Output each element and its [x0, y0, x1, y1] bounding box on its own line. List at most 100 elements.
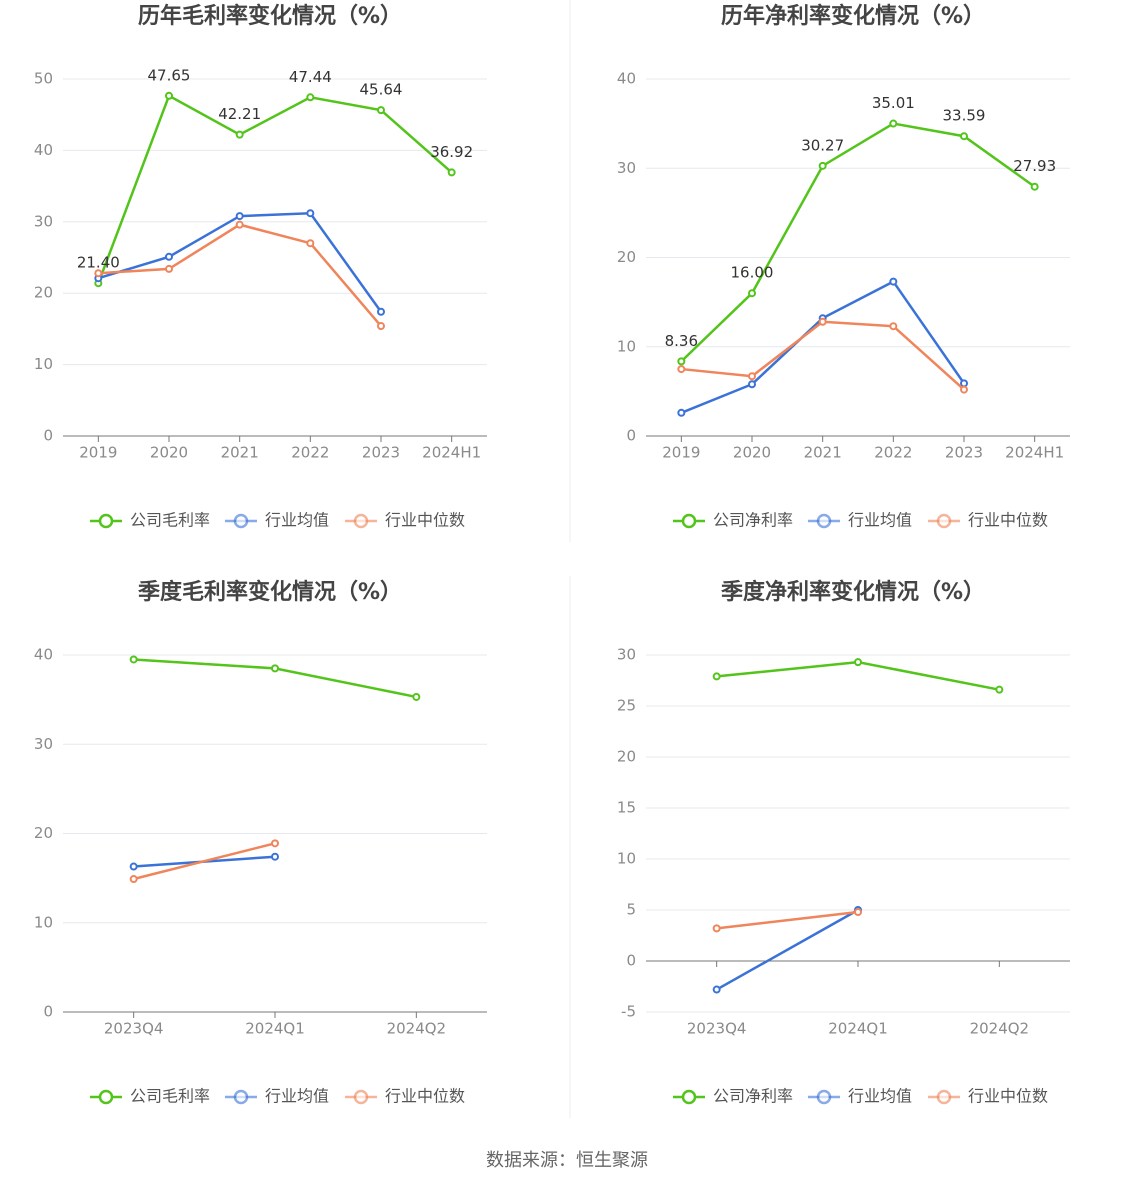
point — [165, 264, 173, 273]
point — [889, 119, 898, 128]
point — [271, 839, 279, 848]
data-label: 35.01 — [872, 94, 915, 112]
x-tick-label: 2023 — [945, 444, 983, 462]
y-tick-label: 50 — [34, 70, 53, 88]
series-line — [681, 320, 965, 391]
series-line — [680, 122, 1036, 363]
y-tick-label: 10 — [617, 337, 636, 355]
point — [854, 658, 862, 667]
x-tick-label: 2023Q4 — [687, 1020, 747, 1038]
point — [377, 307, 385, 316]
point — [235, 130, 244, 139]
data-label: 30.27 — [801, 136, 844, 154]
point — [235, 220, 244, 229]
point — [677, 365, 686, 374]
point — [748, 289, 756, 298]
series-line — [98, 223, 382, 327]
legend-marker — [353, 1089, 369, 1105]
point — [306, 239, 315, 248]
point — [818, 161, 827, 170]
x-tick-label: 2024H1 — [422, 444, 481, 462]
y-tick-label: 20 — [617, 248, 636, 266]
x-tick-label: 2022 — [291, 444, 329, 462]
series-line — [716, 910, 859, 930]
y-tick-label: 10 — [34, 355, 53, 373]
data-label: 16.00 — [731, 264, 774, 282]
chart: 季度净利率变化情况（%） -5 0 5 10 15 20 25 30 2023Q4 2024Q1 20… — [617, 579, 1070, 1106]
point — [1030, 182, 1039, 191]
point — [677, 408, 686, 417]
y-tick-label: 0 — [43, 427, 53, 445]
y-tick-label: -5 — [621, 1003, 636, 1021]
point — [960, 379, 968, 388]
point — [818, 317, 827, 326]
y-tick-label: 40 — [34, 141, 53, 159]
chart-title: 季度毛利率变化情况（%） — [138, 579, 402, 605]
y-tick-label: 10 — [34, 913, 53, 931]
x-tick-label: 2024Q1 — [828, 1020, 888, 1038]
chart-title: 历年净利率变化情况（%） — [721, 3, 985, 29]
y-tick-label: 15 — [617, 799, 636, 817]
point — [854, 908, 862, 917]
point — [235, 212, 244, 221]
point — [377, 106, 385, 115]
point — [889, 322, 898, 331]
y-tick-label: 20 — [617, 748, 636, 766]
chart: 季度毛利率变化情况（%） 0 10 20 30 40 2023Q4 2024Q1 2024Q2 公… — [34, 579, 487, 1106]
y-tick-label: 30 — [617, 646, 636, 664]
legend-marker — [98, 1089, 114, 1105]
legend-label: 公司毛利率 — [130, 511, 210, 530]
legend-label: 行业均值 — [848, 1087, 912, 1106]
data-label: 33.59 — [943, 107, 986, 125]
y-tick-label: 10 — [617, 850, 636, 868]
data-label: 47.65 — [148, 66, 191, 84]
source: 数据来源：恒生聚源 — [486, 1150, 648, 1171]
y-tick-label: 0 — [626, 427, 636, 445]
data-label: 27.93 — [1013, 157, 1056, 175]
x-tick-label: 2024H1 — [1005, 444, 1064, 462]
x-tick-label: 2024Q2 — [387, 1020, 447, 1038]
chart-title: 历年毛利率变化情况（%） — [138, 3, 402, 29]
x-tick-label: 2023 — [362, 444, 400, 462]
legend-label: 行业中位数 — [968, 511, 1048, 530]
legend-label: 行业中位数 — [385, 1087, 465, 1106]
data-label: 47.44 — [289, 68, 332, 86]
data-label: 36.92 — [430, 143, 473, 161]
point — [712, 672, 721, 681]
legend-marker — [233, 513, 249, 529]
y-tick-label: 0 — [43, 1003, 53, 1021]
point — [129, 655, 138, 664]
y-tick-label: 40 — [34, 646, 53, 664]
point — [94, 269, 103, 278]
legend-marker — [936, 513, 952, 529]
legend-label: 行业均值 — [265, 511, 329, 530]
point — [889, 277, 898, 286]
chart-title: 季度净利率变化情况（%） — [721, 579, 985, 605]
legend-marker — [816, 513, 832, 529]
legend-marker — [816, 1089, 832, 1105]
series-line — [716, 660, 1000, 691]
point — [447, 168, 456, 177]
x-tick-label: 2019 — [662, 444, 700, 462]
x-tick-label: 2024Q1 — [245, 1020, 305, 1038]
legend-label: 公司净利率 — [713, 1087, 793, 1106]
y-tick-label: 20 — [34, 824, 53, 842]
legend-marker — [681, 1089, 697, 1105]
point — [129, 875, 138, 884]
point — [960, 385, 968, 394]
point — [165, 252, 173, 261]
legend-label: 行业中位数 — [385, 511, 465, 530]
point — [748, 380, 756, 389]
x-tick-label: 2023Q4 — [104, 1020, 164, 1038]
y-tick-label: 20 — [34, 284, 53, 302]
legend-marker — [233, 1089, 249, 1105]
x-tick-label: 2021 — [804, 444, 842, 462]
x-tick-label: 2020 — [150, 444, 188, 462]
legend-label: 行业均值 — [265, 1087, 329, 1106]
point — [129, 862, 138, 871]
legend-label: 公司毛利率 — [130, 1087, 210, 1106]
point — [271, 852, 279, 861]
legend-marker — [936, 1089, 952, 1105]
chart: 历年净利率变化情况（%） 0 10 20 30 40 2019 2020 2021 2022 202… — [617, 3, 1070, 530]
